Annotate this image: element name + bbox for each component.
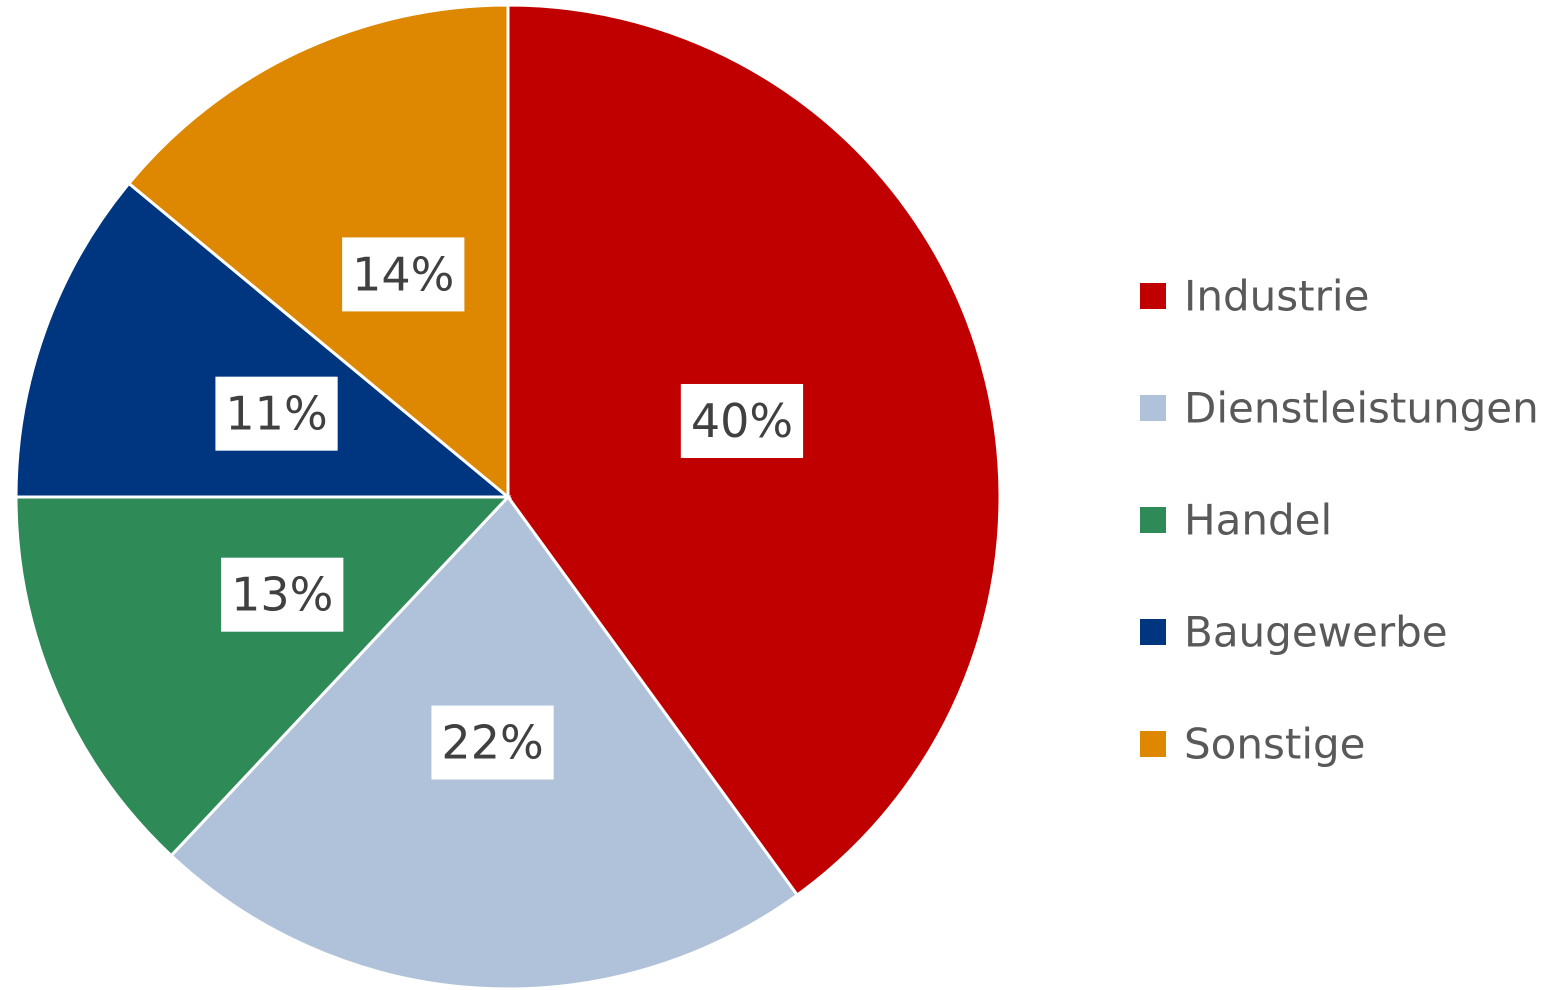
legend-label: Sonstige [1184,720,1366,769]
data-label-box [215,376,338,451]
legend-label: Industrie [1184,272,1369,321]
legend-swatch [1140,283,1166,309]
pie-slice [14,181,513,499]
data-label: 13% [231,568,333,622]
data-label-box [431,705,554,780]
data-label: 22% [441,716,543,770]
legend-swatch [1140,731,1166,757]
legend-swatch [1140,619,1166,645]
data-label: 11% [225,387,327,441]
legend-label: Handel [1184,496,1332,545]
legend-label: Baugewerbe [1184,608,1448,657]
data-label: 40% [691,394,793,448]
pie-slice [14,495,512,858]
data-label-box [342,237,465,312]
data-label-box [680,383,804,458]
legend-label: Dienstleistungen [1184,384,1539,433]
data-label-box [221,557,344,632]
pie-slice [126,3,510,501]
data-label: 14% [352,247,454,301]
legend-swatch [1140,395,1166,421]
legend-swatch [1140,507,1166,533]
